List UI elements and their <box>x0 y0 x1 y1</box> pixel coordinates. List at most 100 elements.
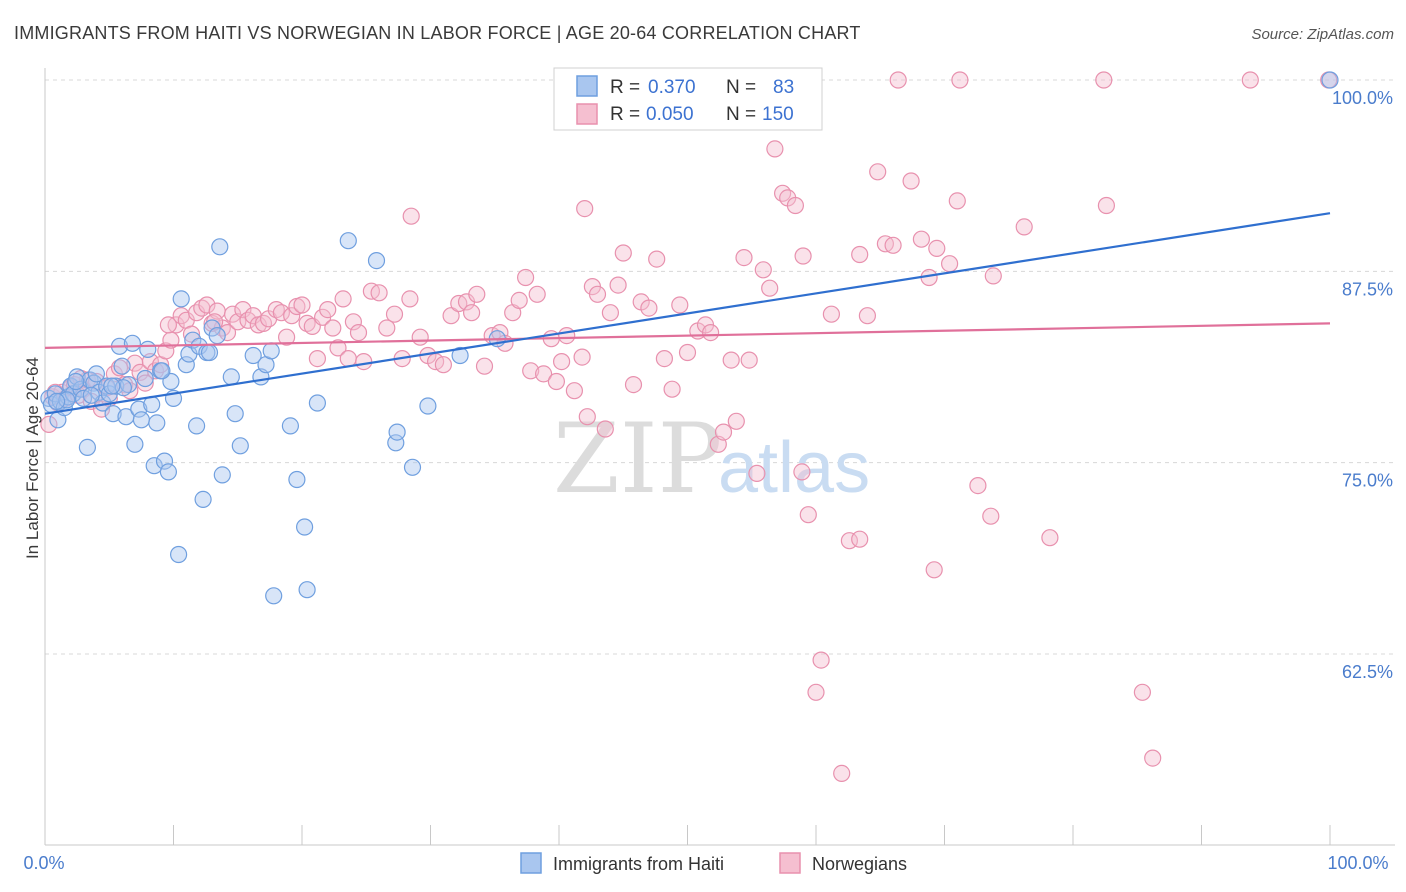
data-point <box>136 374 154 392</box>
data-point <box>714 423 733 441</box>
data-point <box>812 651 830 669</box>
data-point <box>194 490 212 508</box>
data-point <box>319 301 337 319</box>
data-point <box>132 411 150 429</box>
data-point <box>671 296 689 314</box>
data-point <box>324 319 342 337</box>
legend-swatch-pink <box>576 103 598 125</box>
data-point <box>47 392 66 410</box>
data-point <box>281 417 299 435</box>
data-point <box>940 255 959 273</box>
data-point <box>534 365 553 383</box>
data-point <box>773 184 792 202</box>
y-tick-label: 100.0% <box>1332 88 1393 108</box>
bottom-legend-label-haiti: Immigrants from Haiti <box>553 854 724 874</box>
watermark: ZIP atlas <box>553 403 870 515</box>
data-point <box>208 327 226 345</box>
data-point <box>951 71 969 89</box>
data-point <box>648 250 666 268</box>
data-point <box>148 414 166 432</box>
data-point <box>735 249 753 267</box>
data-point <box>87 365 106 383</box>
data-point <box>288 470 306 489</box>
data-point <box>640 299 658 317</box>
data-point <box>576 200 594 218</box>
data-point <box>130 400 148 418</box>
data-point <box>308 350 326 368</box>
data-point <box>596 420 614 438</box>
data-point <box>177 356 195 374</box>
data-point <box>468 285 486 303</box>
data-point <box>655 350 674 368</box>
data-point <box>565 382 584 400</box>
data-point <box>528 285 546 303</box>
data-point <box>928 239 946 257</box>
axes <box>44 68 1395 846</box>
data-point <box>344 313 362 331</box>
data-point <box>578 408 596 426</box>
data-point <box>889 71 907 89</box>
data-point <box>510 291 528 309</box>
data-point <box>244 346 262 365</box>
data-point <box>701 324 720 342</box>
legend-r-value-blue: 0.370 <box>648 77 696 98</box>
data-point <box>308 394 326 412</box>
data-point <box>969 477 987 495</box>
data-point <box>367 252 386 270</box>
data-point <box>339 350 357 368</box>
legend-n-value-pink: 150 <box>762 104 794 125</box>
trend-line-norwegians <box>44 322 1331 349</box>
data-point <box>159 316 177 334</box>
data-point <box>419 397 437 415</box>
data-point <box>159 463 177 481</box>
data-point <box>213 466 231 484</box>
data-point <box>329 339 347 357</box>
data-point <box>411 328 429 346</box>
data-point <box>226 405 244 423</box>
data-point <box>948 192 966 210</box>
data-point <box>153 362 171 380</box>
data-point <box>104 405 122 423</box>
data-point <box>573 348 591 366</box>
data-point <box>786 196 805 215</box>
data-point <box>136 369 154 388</box>
data-point <box>609 276 627 294</box>
legend-r-label-blue: R = <box>610 77 640 98</box>
data-point <box>231 437 249 455</box>
data-point <box>442 307 460 325</box>
data-point <box>265 587 283 605</box>
trend-lines <box>44 212 1331 415</box>
watermark-atlas: atlas <box>718 428 870 508</box>
data-point <box>522 362 540 380</box>
data-point <box>463 304 481 322</box>
source-note: Source: ZipAtlas.com <box>1251 26 1394 43</box>
data-point <box>234 301 252 319</box>
bottom-legend-swatch-haiti <box>520 852 542 874</box>
x-tick-min: 0.0% <box>23 853 64 873</box>
bottom-legend: Immigrants from Haiti Norwegians <box>520 852 907 874</box>
data-point <box>1041 529 1059 547</box>
bottom-legend-swatch-norwegians <box>779 852 801 874</box>
y-axis-label: In Labor Force | Age 20-64 <box>23 357 42 559</box>
data-point <box>170 545 188 564</box>
data-point <box>1015 218 1033 236</box>
data-point <box>601 304 620 322</box>
data-point <box>722 351 740 369</box>
data-point <box>385 305 404 323</box>
data-point <box>588 285 607 303</box>
data-point <box>434 356 452 374</box>
data-point <box>748 464 766 482</box>
data-point <box>403 458 422 476</box>
legend-n-label-blue: N = <box>726 77 756 98</box>
data-point <box>126 435 144 453</box>
data-point <box>198 296 216 314</box>
chart-title: IMMIGRANTS FROM HAITI VS NORWEGIAN IN LA… <box>14 23 861 43</box>
legend-r-label-pink: R = <box>610 104 640 125</box>
data-point <box>807 683 825 701</box>
data-point <box>1241 71 1259 89</box>
data-point <box>869 163 887 181</box>
legend: R = 0.370 N = 83 R = 0.050 N = 150 <box>553 67 823 131</box>
legend-swatch-blue <box>576 75 598 97</box>
data-point <box>754 261 772 279</box>
